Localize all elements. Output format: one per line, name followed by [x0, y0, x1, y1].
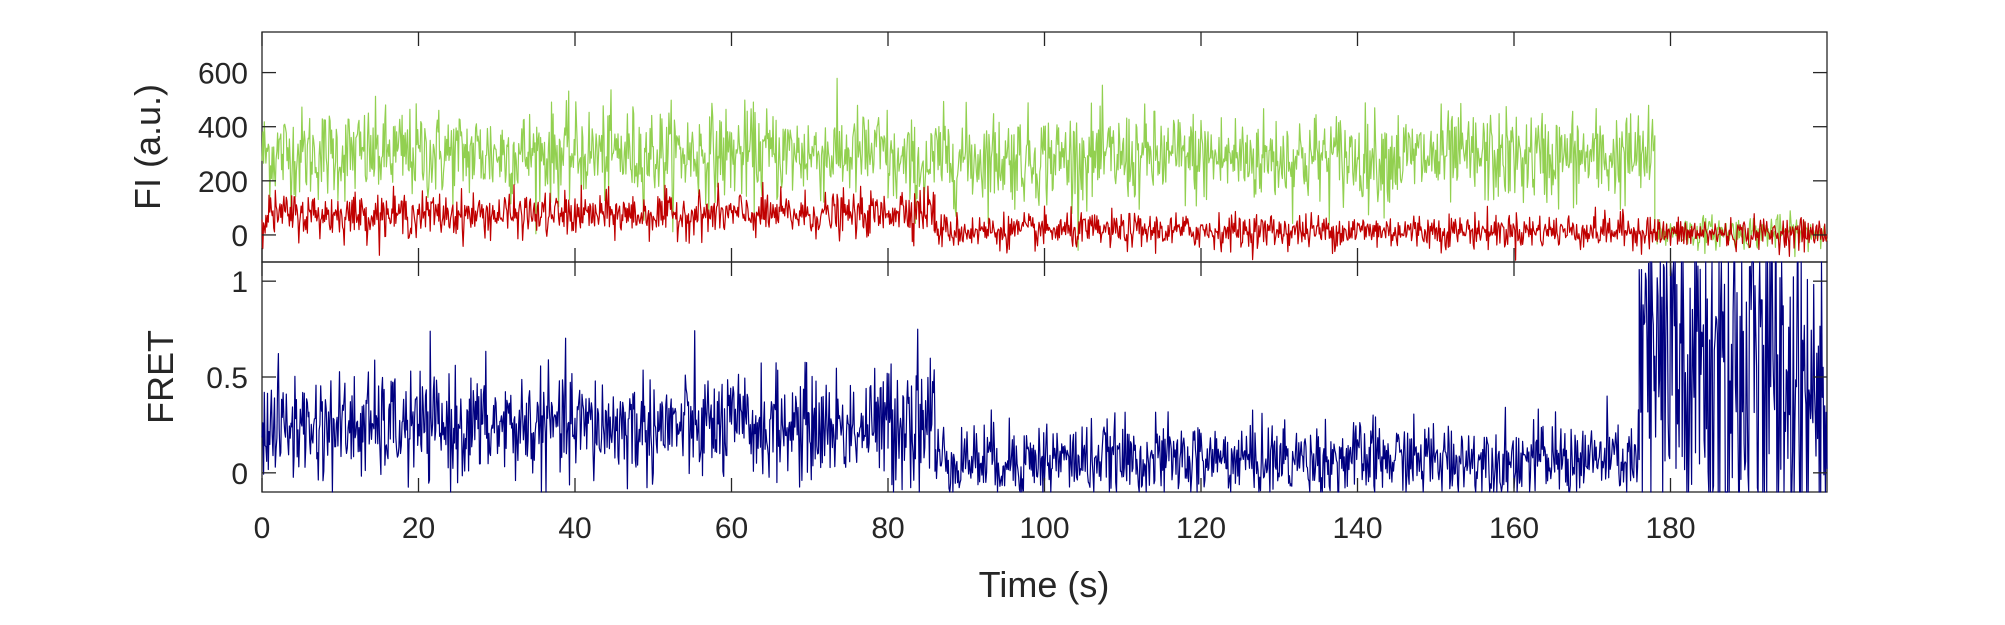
- fluorescence-y-ticks: 0 200 400 600: [198, 58, 1827, 253]
- x-tick-label: 120: [1176, 512, 1226, 545]
- fluorescence-traces: [261, 77, 1828, 261]
- fluorescence-series-1-line: [261, 181, 1828, 261]
- x-tick-label: 60: [715, 512, 748, 545]
- time-x-ticks: 0 20 40 60 80 100 120 140 160 180: [254, 32, 1696, 545]
- fret-series-0-line: [261, 261, 1828, 493]
- time-x-axis-title: Time (s): [979, 564, 1110, 605]
- fret-y-tick-label: 1: [231, 266, 248, 299]
- fluorescence-y-tick-label: 200: [198, 166, 248, 199]
- fret-y-tick-label: 0.5: [206, 362, 248, 395]
- x-tick-label: 100: [1019, 512, 1069, 545]
- x-tick-label: 180: [1645, 512, 1695, 545]
- fluorescence-y-tick-label: 400: [198, 112, 248, 145]
- fret-traces: [261, 261, 1828, 493]
- x-tick-label: 20: [402, 512, 435, 545]
- fret-y-ticks: 00.51: [206, 266, 1827, 491]
- x-tick-label: 40: [558, 512, 591, 545]
- fluorescence-y-tick-label: 0: [231, 220, 248, 253]
- fret-panel: 00.51 0 20 40 60 80 100 120 140 160 180 FRET Time…: [140, 32, 1828, 605]
- x-tick-label: 80: [871, 512, 904, 545]
- fret-y-axis-title: FRET: [140, 330, 181, 424]
- x-tick-label: 160: [1489, 512, 1539, 545]
- fret-y-tick-label: 0: [231, 458, 248, 491]
- fluorescence-series-0-line: [261, 77, 1828, 258]
- x-tick-label: 0: [254, 512, 271, 545]
- x-tick-label: 140: [1332, 512, 1382, 545]
- fluorescence-panel: 0 200 400 600 FI (a.u.): [127, 31, 1828, 263]
- fluorescence-y-axis-title: FI (a.u.): [127, 84, 168, 210]
- fluorescence-y-tick-label: 600: [198, 58, 248, 91]
